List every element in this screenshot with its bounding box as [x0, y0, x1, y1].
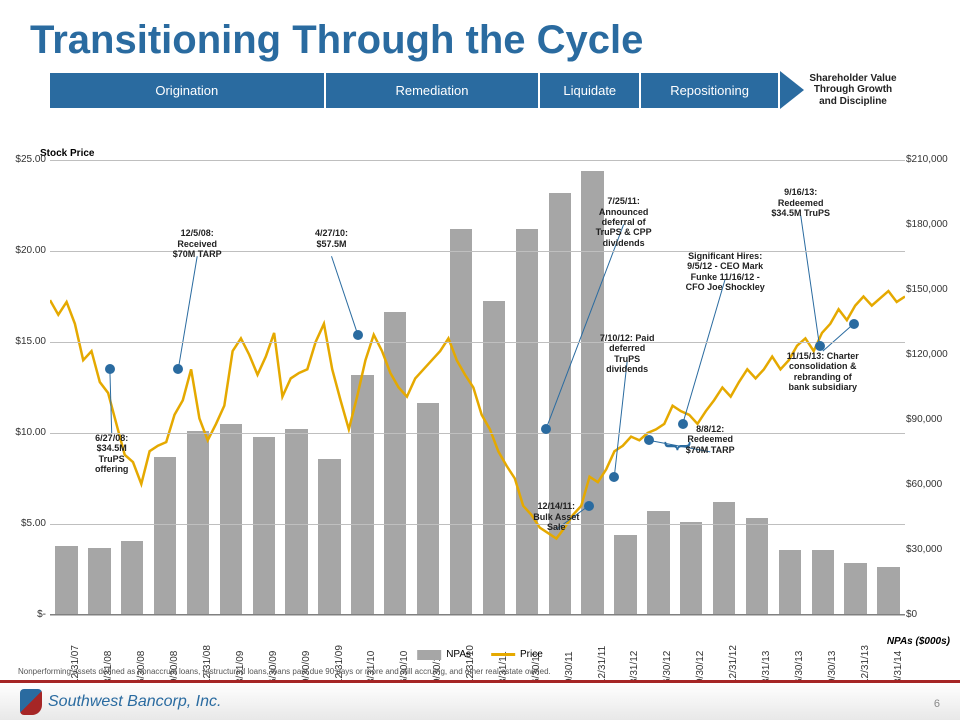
phase-segment: Origination: [50, 73, 324, 108]
event-marker: [173, 364, 183, 374]
event-marker: [105, 364, 115, 374]
event-marker: [353, 330, 363, 340]
phase-bar: OriginationRemediationLiquidateRepositio…: [50, 71, 930, 109]
legend-item: NPAs: [417, 649, 471, 660]
footer: Southwest Bancorp, Inc.: [0, 680, 960, 720]
chart-area: 6/27/08: $34.5M TruPS offering 12/5/08: R…: [50, 160, 905, 615]
y-right-ticks: $0$30,000$60,000$90,000$120,000$150,000$…: [906, 160, 956, 615]
event-marker: [849, 319, 859, 329]
event-marker: [584, 501, 594, 511]
price-line: [50, 291, 905, 539]
y-left-ticks: $-$5.00$10.00$15.00$20.00$25.00: [6, 160, 46, 615]
event-label: 7/25/11: Announced deferral of TruPS & C…: [589, 196, 659, 248]
event-label: 6/27/08: $34.5M TruPS offering: [84, 433, 139, 474]
event-marker: [609, 472, 619, 482]
event-label: 11/15/13: Charter consolidation & rebran…: [785, 351, 860, 392]
phase-segment: Repositioning: [641, 73, 778, 108]
event-label: 4/27/10: $57.5M: [307, 228, 357, 249]
arrow-head: [780, 71, 804, 109]
event-label: 12/14/11: Bulk Asset Sale: [529, 501, 584, 532]
event-label: 9/16/13: Redeemed $34.5M TruPS: [768, 187, 833, 218]
page-title: Transitioning Through the Cycle: [0, 0, 960, 71]
event-marker: [815, 341, 825, 351]
legend-item: Price: [491, 649, 543, 660]
event-label: 7/10/12: Paid deferred TruPS dividends: [597, 333, 657, 374]
legend: NPAs Price: [417, 649, 543, 660]
page-number: 6: [934, 698, 940, 710]
event-label: 8/8/12: Redeemed $70M TARP: [683, 424, 738, 455]
footnote: Nonperforming assets defined as nonaccru…: [18, 667, 551, 676]
company-logo: Southwest Bancorp, Inc.: [20, 689, 221, 715]
phase-segment: Remediation: [326, 73, 539, 108]
logo-icon: [20, 689, 42, 715]
event-marker: [541, 424, 551, 434]
event-marker: [644, 435, 654, 445]
y-left-axis-label: Stock Price: [40, 148, 94, 159]
event-label: Significant Hires: 9/5/12 - CEO Mark Fun…: [683, 251, 768, 292]
end-label: Shareholder Value Through Growth and Dis…: [808, 73, 898, 108]
phase-segment: Liquidate: [540, 73, 639, 108]
event-label: 12/5/08: Received $70M TARP: [170, 228, 225, 259]
